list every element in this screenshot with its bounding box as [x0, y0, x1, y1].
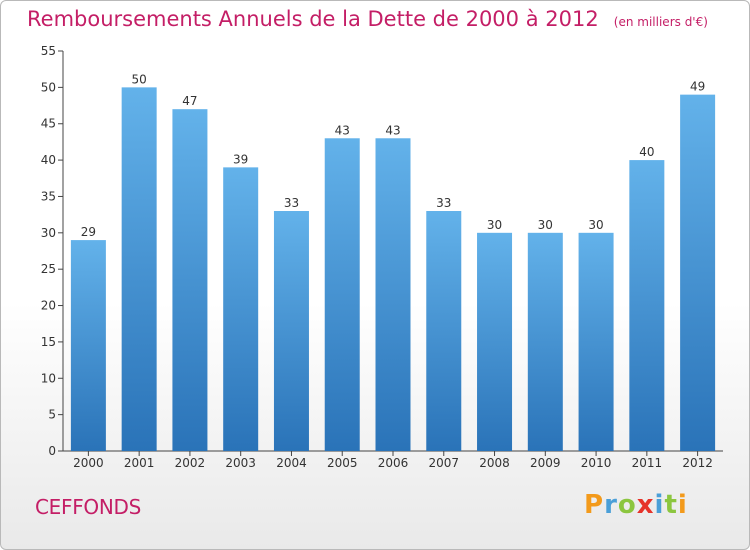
bar	[273, 211, 309, 451]
x-tick-label: 2009	[530, 456, 561, 470]
y-tick-label: 35	[41, 189, 56, 203]
bar	[172, 109, 208, 451]
bar	[121, 87, 157, 451]
y-tick-label: 55	[41, 44, 56, 58]
bar-value-label: 49	[690, 80, 705, 94]
bar-value-label: 43	[385, 123, 400, 137]
proxiti-logo[interactable]: Proxiti	[584, 490, 688, 520]
bar-value-label: 30	[588, 218, 603, 232]
bar-value-label: 50	[132, 72, 147, 86]
x-tick-label: 2008	[479, 456, 510, 470]
bar-value-label: 43	[335, 123, 350, 137]
bar	[223, 167, 259, 451]
bar	[477, 232, 513, 451]
bar	[70, 240, 106, 451]
x-tick-label: 2004	[276, 456, 307, 470]
x-tick-label: 2001	[124, 456, 155, 470]
bars: 29 50 47 39 33 43 43 33 30 30 30 40 49	[70, 72, 716, 452]
x-tick-label: 2011	[632, 456, 663, 470]
y-tick-label: 25	[41, 262, 56, 276]
bar	[680, 94, 716, 452]
y-tick-label: 50	[41, 80, 56, 94]
commune-name: CEFFONDS	[35, 495, 142, 519]
bar	[527, 232, 563, 451]
x-tick-label: 2002	[175, 456, 206, 470]
x-tick-label: 2003	[225, 456, 256, 470]
bar	[629, 160, 665, 451]
y-tick-label: 20	[41, 299, 56, 313]
bar	[324, 138, 360, 452]
bar	[375, 138, 411, 452]
x-tick-label: 2005	[327, 456, 358, 470]
bar-value-label: 47	[182, 94, 197, 108]
bar-value-label: 39	[233, 152, 248, 166]
chart-title: Remboursements Annuels de la Dette de 20…	[27, 7, 708, 31]
bar	[426, 211, 462, 451]
chart-title-main: Remboursements Annuels de la Dette de 20…	[27, 7, 599, 31]
bar-value-label: 40	[639, 145, 654, 159]
x-axis: 2000 2001 2002 2003 2004 2005 2006 2007 2008 2009…	[63, 450, 723, 470]
y-axis: 0 5 10 15 20 25 30 35 40 45 50 55	[41, 44, 64, 458]
y-tick-label: 0	[48, 444, 56, 458]
y-tick-label: 5	[48, 408, 56, 422]
x-tick-label: 2006	[378, 456, 409, 470]
x-tick-label: 2012	[682, 456, 713, 470]
bar-value-label: 30	[538, 218, 553, 232]
x-tick-label: 2007	[428, 456, 459, 470]
bar-value-label: 30	[487, 218, 502, 232]
y-tick-label: 45	[41, 117, 56, 131]
bar-value-label: 33	[436, 196, 451, 210]
y-tick-label: 40	[41, 153, 56, 167]
bar	[578, 232, 614, 451]
y-tick-label: 30	[41, 226, 56, 240]
bar-value-label: 29	[81, 225, 96, 239]
y-tick-label: 10	[41, 371, 56, 385]
y-tick-label: 15	[41, 335, 56, 349]
chart-title-unit: (en milliers d'€)	[613, 15, 708, 29]
x-tick-label: 2000	[73, 456, 104, 470]
x-tick-label: 2010	[581, 456, 612, 470]
bar-value-label: 33	[284, 196, 299, 210]
